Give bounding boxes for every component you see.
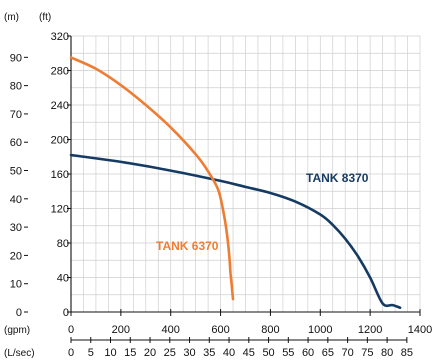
x-gpm-tick-label: 600 <box>211 324 229 336</box>
series-line-tank-6370 <box>69 56 235 301</box>
series <box>69 56 402 309</box>
x-lsec-tick-label: 5 <box>88 347 94 359</box>
x-gpm-tick-label: 1000 <box>308 324 332 336</box>
y-m-tick-label: 70 <box>10 109 22 121</box>
series-label-tank-6370: TANK 6370 <box>156 239 219 253</box>
x-lsec-tick-label: 55 <box>282 347 294 359</box>
y-m-tick-label: 20 <box>10 250 22 262</box>
x-lsec-tick-label: 30 <box>183 347 195 359</box>
axes: 0408012016020024028032001020304050607080… <box>10 31 432 359</box>
x-lsec-unit-label: (L/sec) <box>4 348 35 359</box>
x-gpm-tick-label: 200 <box>112 324 130 336</box>
y-m-tick-label: 10 <box>10 279 22 291</box>
x-gpm-tick-label: 800 <box>261 324 279 336</box>
y-ft-tick-label: 280 <box>51 66 69 78</box>
x-lsec-tick-label: 25 <box>164 347 176 359</box>
y-ft-tick-label: 0 <box>63 307 69 319</box>
x-lsec-tick-label: 15 <box>124 347 136 359</box>
x-lsec-tick-label: 65 <box>322 347 334 359</box>
x-gpm-tick-label: 1200 <box>358 324 382 336</box>
x-lsec-tick-label: 75 <box>361 347 373 359</box>
x-lsec-tick-label: 60 <box>302 347 314 359</box>
y-ft-tick-label: 160 <box>51 169 69 181</box>
x-lsec-tick-label: 85 <box>401 347 413 359</box>
series-label-tank-8370: TANK 8370 <box>306 171 369 185</box>
y-feet-unit-label: (ft) <box>39 12 51 23</box>
x-lsec-tick-label: 10 <box>104 347 116 359</box>
y-m-tick-label: 50 <box>10 166 22 178</box>
y-ft-tick-label: 80 <box>57 238 69 250</box>
y-ft-tick-label: 200 <box>51 135 69 147</box>
x-lsec-tick-label: 45 <box>243 347 255 359</box>
x-lsec-tick-label: 80 <box>381 347 393 359</box>
y-m-tick-label: 60 <box>10 137 22 149</box>
x-gpm-tick-label: 400 <box>162 324 180 336</box>
series-line-tank-8370 <box>69 153 402 309</box>
labels: (m) (ft) (gpm) (L/sec) TANK 8370 TANK 63… <box>4 12 369 359</box>
grid <box>71 35 421 312</box>
x-lsec-tick-label: 50 <box>262 347 274 359</box>
y-ft-tick-label: 120 <box>51 204 69 216</box>
y-m-tick-label: 90 <box>10 52 22 64</box>
x-gpm-unit-label: (gpm) <box>4 325 30 336</box>
x-gpm-tick-label: 0 <box>68 324 74 336</box>
y-m-tick-label: 80 <box>10 81 22 93</box>
y-m-tick-label: 30 <box>10 222 22 234</box>
y-m-tick-label: 0 <box>16 307 22 319</box>
x-lsec-tick-label: 20 <box>144 347 156 359</box>
y-m-tick-label: 40 <box>10 194 22 206</box>
x-lsec-tick-label: 35 <box>203 347 215 359</box>
y-ft-tick-label: 320 <box>51 31 69 43</box>
x-lsec-tick-label: 70 <box>341 347 353 359</box>
x-gpm-tick-label: 1400 <box>408 324 432 336</box>
x-lsec-tick-label: 40 <box>223 347 235 359</box>
y-meters-unit-label: (m) <box>4 12 19 23</box>
y-ft-tick-label: 40 <box>57 273 69 285</box>
x-lsec-tick-label: 0 <box>68 347 74 359</box>
y-ft-tick-label: 240 <box>51 100 69 112</box>
